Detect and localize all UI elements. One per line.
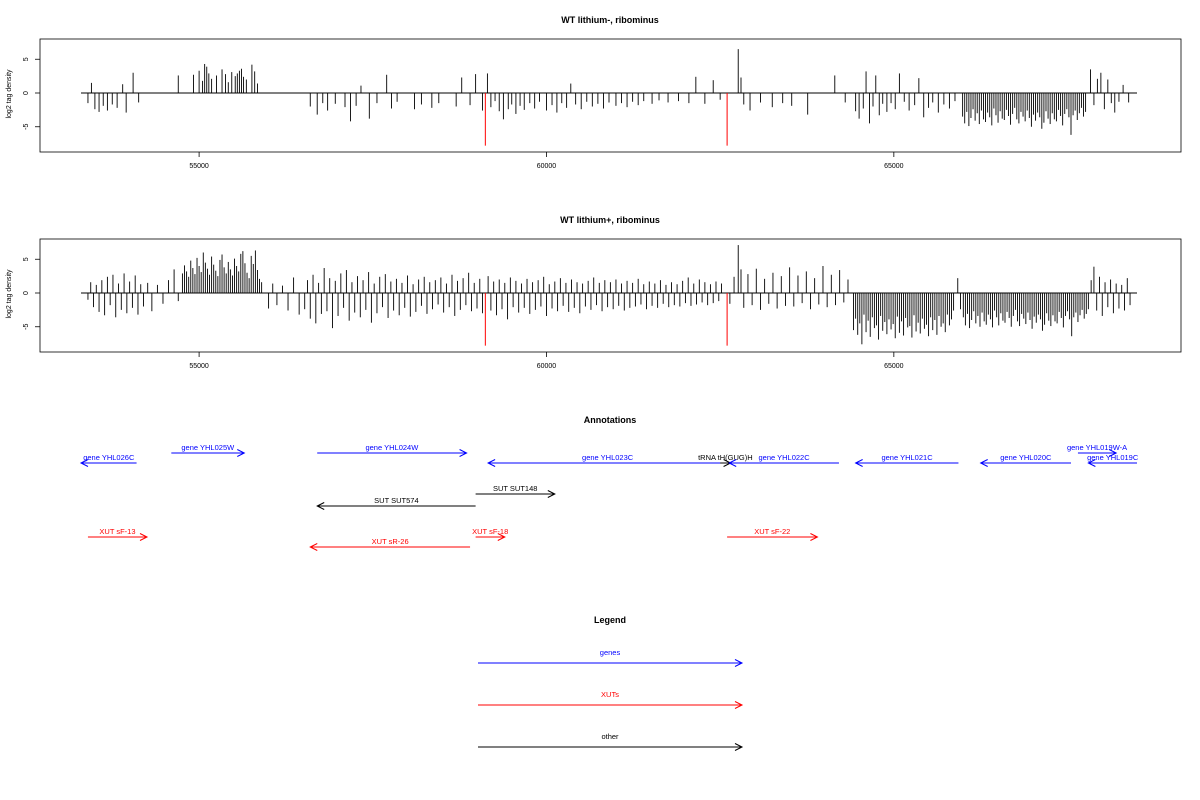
legend-item-xuts: XUTs — [478, 690, 744, 709]
legend-label: other — [601, 732, 619, 741]
feature-label: gene YHL025W — [181, 443, 235, 452]
feature-gene-yhl019w-a: gene YHL019W-A — [1067, 443, 1127, 457]
feature-label: gene YHL022C — [758, 453, 810, 462]
x-tick-label: 60000 — [537, 363, 557, 370]
y-axis: 5 0 -5 — [23, 57, 40, 130]
feature-label: XUT sR-26 — [372, 537, 409, 546]
x-tick-label: 60000 — [537, 163, 557, 170]
legend-items: genes XUTs other — [478, 648, 744, 751]
feature-xut-sr-26: XUT sR-26 — [309, 537, 471, 551]
feature-label: XUT sF-13 — [99, 527, 135, 536]
feature-label: gene YHL020C — [1000, 453, 1052, 462]
arrowhead-icon — [309, 543, 318, 551]
arrowhead-icon — [854, 459, 863, 467]
annotations-title: Annotations — [584, 415, 637, 425]
y-tick-label: -5 — [23, 324, 30, 330]
feature-label: SUT SUT148 — [493, 484, 537, 493]
panel-title: WT lithium-, ribominus — [561, 15, 659, 25]
feature-label: XUT sF-18 — [472, 527, 508, 536]
y-tick-label: 0 — [23, 291, 30, 295]
legend-label: genes — [600, 648, 621, 657]
feature-gene-yhl022c: gene YHL022C — [728, 453, 839, 467]
arrowhead-icon — [316, 502, 325, 510]
legend-item-other: other — [478, 732, 744, 751]
feature-gene-yhl021c: gene YHL021C — [854, 453, 959, 467]
feature-label: gene YHL019W-A — [1067, 443, 1127, 452]
feature-label: gene YHL019C — [1087, 453, 1139, 462]
x-tick-label: 65000 — [884, 163, 904, 170]
track-panel-lithium-plus: WT lithium+, ribominus log2 tag density … — [6, 215, 1182, 370]
arrowhead-icon — [237, 449, 246, 457]
feature-gene-yhl024w: gene YHL024W — [317, 443, 468, 457]
plot-frame — [39, 238, 1182, 353]
legend: Legend genes XUTs other — [478, 615, 744, 751]
feature-label: tRNA tH(GUG)H — [698, 453, 753, 462]
feature-gene-yhl023c: gene YHL023C — [486, 453, 728, 467]
x-tick-label: 55000 — [189, 163, 209, 170]
bar-marks — [81, 49, 1137, 146]
arrowhead-icon — [497, 533, 506, 541]
y-tick-label: -5 — [23, 124, 30, 130]
feature-gene-yhl025w: gene YHL025W — [171, 443, 246, 457]
feature-label: gene YHL021C — [881, 453, 933, 462]
feature-label: SUT SUT574 — [374, 496, 418, 505]
arrowhead-icon — [486, 459, 496, 467]
arrowhead-icon — [1087, 459, 1096, 467]
y-axis: 5 0 -5 — [23, 257, 40, 330]
feature-sut-sut574: SUT SUT574 — [316, 496, 476, 510]
plot-frame — [39, 38, 1182, 153]
feature-sut-sut148: SUT SUT148 — [475, 484, 556, 498]
feature-xut-sf-18: XUT sF-18 — [472, 527, 508, 541]
feature-gene-yhl019c: gene YHL019C — [1087, 453, 1139, 467]
arrowhead-icon — [1108, 449, 1118, 457]
legend-title: Legend — [594, 615, 626, 625]
feature-label: XUT sF-22 — [754, 527, 790, 536]
legend-label: XUTs — [601, 690, 619, 699]
feature-trna-th-gug-h: tRNA tH(GUG)H — [698, 453, 753, 467]
feature-gene-yhl026c: gene YHL026C — [79, 453, 137, 467]
x-axis: 55000 60000 65000 — [189, 152, 904, 170]
y-tick-label: 5 — [23, 57, 30, 61]
arrowhead-icon — [547, 490, 556, 498]
feature-arrows: gene YHL026C gene YHL025W gene YHL024W gene… — [79, 443, 1139, 551]
y-tick-label: 0 — [23, 91, 30, 95]
legend-item-genes: genes — [478, 648, 744, 667]
arrowhead-icon — [79, 459, 89, 467]
panel-title: WT lithium+, ribominus — [560, 215, 660, 225]
arrowhead-icon — [459, 449, 468, 457]
y-axis-label: log2 tag density — [6, 269, 13, 319]
arrowhead-icon — [728, 459, 737, 467]
feature-gene-yhl020c: gene YHL020C — [979, 453, 1071, 467]
arrowhead-icon — [734, 659, 744, 667]
y-axis-label: log2 tag density — [6, 69, 13, 119]
arrowhead-icon — [734, 743, 744, 751]
arrowhead-icon — [979, 459, 988, 467]
feature-xut-sf-13: XUT sF-13 — [87, 527, 149, 541]
arrowhead-icon — [139, 533, 149, 541]
feature-xut-sf-22: XUT sF-22 — [727, 527, 819, 541]
bar-marks — [81, 245, 1137, 346]
x-axis: 55000 60000 65000 — [189, 352, 904, 370]
arrowhead-icon — [810, 533, 819, 541]
feature-label: gene YHL026C — [83, 453, 135, 462]
track-panel-lithium-minus: WT lithium-, ribominus log2 tag density … — [6, 15, 1182, 170]
feature-label: gene YHL023C — [582, 453, 634, 462]
x-tick-label: 55000 — [189, 363, 209, 370]
x-tick-label: 65000 — [884, 363, 904, 370]
feature-label: gene YHL024W — [365, 443, 419, 452]
arrowhead-icon — [734, 701, 744, 709]
y-tick-label: 5 — [23, 257, 30, 261]
